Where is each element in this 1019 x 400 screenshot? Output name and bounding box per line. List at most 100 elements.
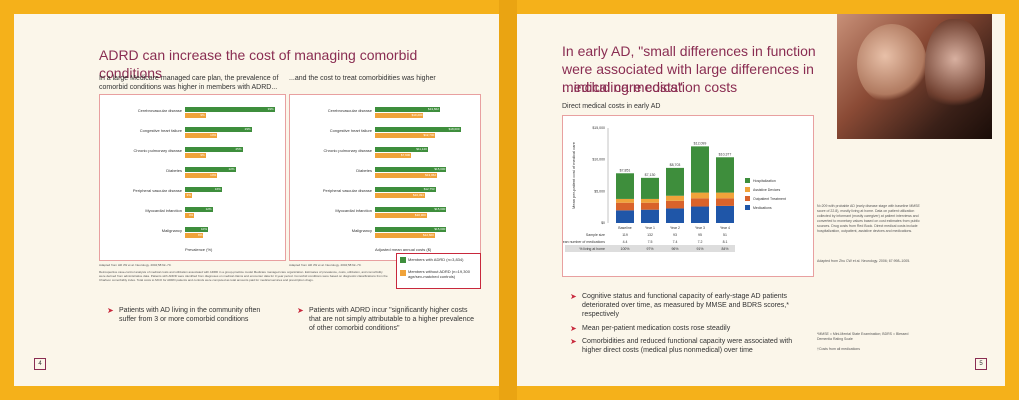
footnote: Retrospective case-control analysis of m… (99, 270, 388, 282)
bar-assistive-devices (616, 198, 634, 203)
table-row-label: Sample size (586, 233, 605, 237)
side-source: Adapted from Zhu CW et al. Neurology. 20… (817, 259, 911, 263)
y-tick-label: $5,000 (594, 189, 605, 193)
bar-hospitalization (666, 167, 684, 196)
bar-value: 9% (200, 153, 205, 157)
bar-value: $15,000 (434, 167, 446, 171)
abbreviation-note: *MMSE = Mini-Mental State Examination; B… (817, 332, 909, 341)
page-title: In early AD, "small differences in funct… (562, 43, 816, 95)
face-shape (857, 24, 927, 104)
table-cell: 93 (673, 233, 677, 237)
category-label: Peripheral vascular disease (132, 188, 182, 193)
bar-adrd: 39% (185, 107, 275, 112)
bar-control: 14% (185, 133, 218, 138)
bar-adrd: 29% (185, 127, 252, 132)
bar-control: $10,200 (375, 113, 424, 118)
category-label: Chronic pulmonary disease (133, 148, 182, 153)
category-label: Myocardial infarction (145, 208, 182, 213)
bar-medications (716, 205, 734, 223)
x-tick-label: Baseline (618, 226, 631, 230)
bar-medications (641, 209, 659, 223)
table-cell: 8.1 (723, 240, 728, 244)
arrow-icon: ➤ (570, 324, 577, 333)
table-cell: 96% (671, 247, 678, 251)
source-right: Adapted from Hill JW et al. Neurology. 2… (289, 263, 362, 267)
total-label: $7,130 (645, 173, 656, 177)
bar-value: 25% (235, 147, 242, 151)
bar-control: $7,600 (375, 153, 412, 158)
x-tick-label: Year 4 (720, 226, 730, 230)
bar-value: $13,062 (425, 173, 437, 177)
y-tick-label: $0 (601, 221, 605, 225)
book-spine (499, 0, 517, 400)
prevalence-chart: Cerebrovascular disease 39% 9% Congestive h… (99, 94, 286, 261)
category-label: Peripheral vascular disease (322, 188, 372, 193)
table-cell: 7.5 (648, 240, 653, 244)
bar-medications (666, 208, 684, 223)
bar-value: 39% (267, 107, 274, 111)
bar-value: $13,662 (428, 107, 439, 111)
x-tick-label: Year 1 (645, 226, 655, 230)
bar-control: $12,600 (375, 233, 435, 238)
bar-medications (691, 206, 709, 223)
bar-hospitalization (616, 173, 634, 199)
table-cell: 132 (647, 233, 653, 237)
legend-swatch-ctrl (400, 270, 406, 276)
legend-swatch (745, 187, 750, 192)
y-tick-label: $15,000 (592, 126, 605, 130)
bullet-2: ➤ Mean per-patient medication costs rose… (570, 324, 802, 333)
bar-value: 29% (244, 127, 251, 131)
page-number: 5 (975, 358, 987, 370)
page-title: ADRD can increase the cost of managing c… (99, 47, 418, 81)
page-title-2: ...including medication costs (562, 79, 738, 95)
bullet-1: ➤ Cognitive status and functional capaci… (570, 292, 802, 319)
total-label: $7,851 (620, 168, 631, 172)
table-cell: 51 (723, 233, 727, 237)
total-label: $8,703 (670, 163, 681, 167)
bar-adrd: $15,000 (375, 207, 447, 212)
legend-swatch (745, 196, 750, 201)
bar-control: 9% (185, 113, 206, 118)
arrow-icon: ➤ (570, 292, 577, 301)
page-number: 4 (34, 358, 46, 370)
bar-adrd: $18,000 (375, 127, 461, 132)
category-label: Congestive heart failure (329, 128, 372, 133)
bar-value: $7,600 (400, 153, 411, 157)
bar-outpatient-treatment (641, 202, 659, 210)
table-row-label: Mean number of medications (563, 240, 605, 244)
table-cell: 7.2 (698, 240, 703, 244)
bar-value: 8% (198, 233, 203, 237)
bar-value: 3% (186, 193, 191, 197)
stacked-bar-chart: $15,000 $10,000 $5,000 $0 Mean per-patient c… (560, 126, 786, 252)
bar-control: 4% (185, 213, 195, 218)
chart-subtitle-cost: ...and the cost to treat comorbidities w… (289, 75, 436, 82)
category-label: Cerebrovascular disease (137, 108, 182, 113)
bar-value: 16% (214, 187, 221, 191)
table-row-bg (565, 245, 735, 252)
bullet-2: ➤ Patients with ADRD incur "significantl… (297, 306, 479, 333)
arrow-icon: ➤ (570, 337, 577, 346)
cost-chart: Cerebrovascular disease $13,662 $10,200 Con… (289, 94, 481, 261)
category-label: Diabetes (166, 168, 182, 173)
side-note: N=209 with probable AD (early disease st… (817, 204, 920, 233)
bullet-text: Patients with AD living in the community… (119, 307, 261, 323)
axis-label: Adjusted mean annual costs ($) (375, 247, 432, 252)
bar-control: $10,494 (375, 193, 425, 198)
bar-assistive-devices (691, 192, 709, 199)
chart-subtitle: Direct medical costs in early AD (562, 103, 661, 110)
bar-adrd: $12,753 (375, 187, 436, 192)
x-tick-label: Year 2 (670, 226, 680, 230)
legend-label: Outpatient Treatment (753, 197, 786, 201)
table-cell: 95 (698, 233, 702, 237)
bar-value: $18,000 (448, 127, 460, 131)
bar-control: 14% (185, 173, 218, 178)
bar-outpatient-treatment (616, 202, 634, 211)
bar-control: 3% (185, 193, 192, 198)
table-row-label: % living at home (579, 247, 605, 251)
bar-adrd: 22% (185, 167, 236, 172)
bar-value: 22% (228, 167, 235, 171)
bar-control: 8% (185, 233, 204, 238)
bar-value: $10,200 (411, 113, 423, 117)
bar-adrd: 10% (185, 227, 208, 232)
bar-value: $10,900 (414, 213, 426, 217)
